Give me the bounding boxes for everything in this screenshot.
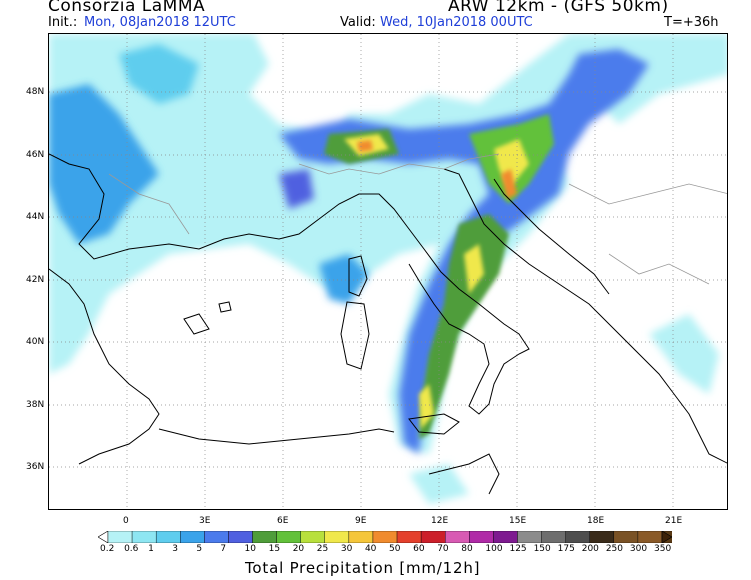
colorbar-threshold: 20 [292, 544, 305, 554]
colorbar-threshold: 50 [389, 544, 401, 554]
lat-label: 38N [26, 400, 45, 410]
valid-label: Valid: [340, 15, 376, 30]
forecast-step: T=+36h [664, 15, 719, 30]
colorbar-title: Total Precipitation [mm/12h] [245, 559, 481, 577]
colorbar-threshold: 350 [654, 544, 672, 554]
colorbar-swatch [493, 531, 518, 543]
colorbar-threshold: 15 [268, 544, 281, 554]
colorbar-swatch [107, 531, 133, 543]
colorbar-swatch [180, 531, 205, 543]
lon-label: 12E [431, 516, 449, 526]
valid-time: Wed, 10Jan2018 00UTC [380, 15, 533, 30]
map-canvas [49, 34, 727, 509]
colorbar-threshold: 25 [316, 544, 329, 554]
colorbar-threshold: 3 [172, 544, 178, 554]
colorbar-threshold: 250 [605, 544, 623, 554]
colorbar-swatch [637, 531, 663, 543]
lat-label: 36N [26, 462, 45, 472]
colorbar-swatch [541, 531, 566, 543]
borders [108, 153, 727, 285]
colorbar-swatch [589, 531, 615, 543]
colorbar-swatch [252, 531, 277, 543]
colorbar-swatch [300, 531, 325, 543]
precip-light-areas [49, 34, 727, 504]
colorbar-swatch [565, 531, 590, 543]
lon-label: 9E [355, 516, 367, 526]
colorbar-swatch [445, 531, 470, 543]
colorbar-threshold: 150 [533, 544, 551, 554]
lat-label: 46N [26, 150, 45, 160]
lon-label: 18E [587, 516, 605, 526]
colorbar-threshold: 60 [413, 544, 425, 554]
coastlines [49, 153, 727, 495]
colorbar-swatch [348, 531, 374, 543]
colorbar-swatch [204, 531, 229, 543]
colorbar-swatch [372, 531, 398, 543]
colorbar-threshold: 30 [340, 544, 353, 554]
colorbar-threshold: 7 [220, 544, 227, 554]
colorbar-threshold: 300 [629, 544, 648, 554]
init-time: Mon, 08Jan2018 12UTC [84, 15, 236, 30]
lat-label: 40N [26, 337, 45, 347]
lat-label: 42N [26, 275, 45, 285]
colorbar-swatch [131, 531, 157, 543]
lon-label: 0 [123, 516, 129, 526]
colorbar-threshold: 175 [557, 544, 575, 554]
colorbar-swatch [324, 531, 350, 543]
colorbar-swatch [613, 531, 639, 543]
colorbar-threshold: 1 [148, 544, 154, 554]
lon-label: 21E [665, 516, 683, 526]
precip-colorbar [98, 531, 672, 543]
colorbar-threshold: 70 [437, 544, 449, 554]
precipitation-map [48, 33, 728, 510]
precip-orange-areas [357, 140, 517, 199]
colorbar-min-arrow [98, 531, 109, 543]
colorbar-swatch [420, 531, 446, 543]
model-run-title: ARW 12km - (GFS 50km) [448, 0, 669, 16]
colorbar-swatch [517, 531, 542, 543]
colorbar-swatch [469, 531, 494, 543]
lon-label: 6E [277, 516, 289, 526]
colorbar-threshold: 80 [461, 544, 473, 554]
init-label: Init.: [48, 15, 78, 30]
colorbar-threshold: 0.6 [124, 544, 139, 554]
colorbar-threshold: 10 [244, 544, 256, 554]
colorbar-swatch [155, 531, 181, 543]
colorbar-swatch [228, 531, 253, 543]
colorbar-max-arrow [661, 531, 672, 543]
colorbar-threshold: 100 [485, 544, 503, 554]
graticule [49, 34, 727, 509]
colorbar-threshold: 200 [581, 544, 599, 554]
colorbar-threshold: 40 [364, 544, 377, 554]
colorbar-swatch [396, 531, 422, 543]
lon-label: 3E [199, 516, 211, 526]
colorbar-swatch [276, 531, 301, 543]
lat-label: 44N [26, 212, 45, 222]
lon-label: 15E [509, 516, 527, 526]
colorbar-threshold: 125 [509, 544, 527, 554]
lat-label: 48N [26, 87, 45, 97]
model-center-title: Consorzia LaMMA [48, 0, 206, 16]
colorbar-threshold: 0.2 [100, 544, 115, 554]
colorbar-threshold: 5 [196, 544, 203, 554]
